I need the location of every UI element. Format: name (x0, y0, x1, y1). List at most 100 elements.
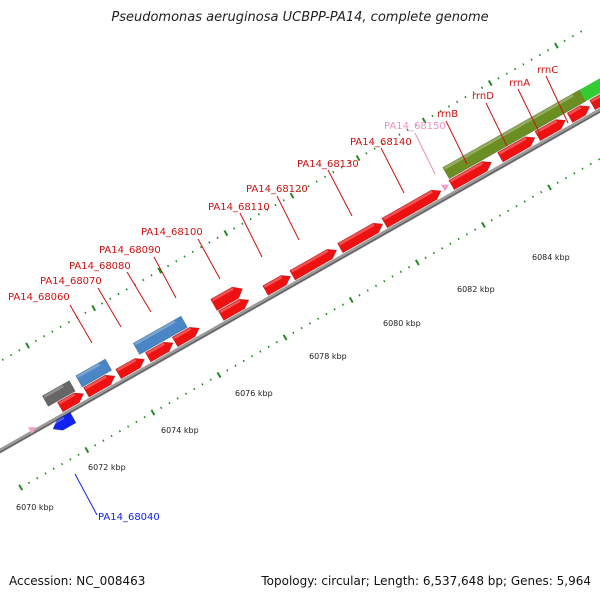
upper-tick-row-tick (191, 250, 194, 254)
cds-arrow[interactable] (337, 222, 384, 254)
trna-marker[interactable] (27, 427, 36, 435)
feature-label-rrna[interactable]: rrnA (509, 78, 530, 89)
lower-tick-row-tick (597, 158, 600, 161)
lower-tick-row-tick (474, 228, 477, 231)
axis-tick-label: 6070 kbp (16, 503, 54, 512)
upper-tick-row-tick (100, 302, 104, 305)
misc-feature-block[interactable] (132, 315, 188, 355)
lower-tick-row-tick (102, 439, 105, 442)
lower-tick-row-tick (383, 279, 386, 283)
lower-tick-row-tick (407, 265, 411, 269)
minus-strand-cds[interactable] (52, 411, 77, 431)
feature-layer (27, 71, 600, 435)
upper-tick-row-tick (398, 133, 401, 136)
upper-tick-row-tick (522, 63, 525, 66)
cds-arrow[interactable] (566, 105, 591, 124)
cds-arrow[interactable] (171, 326, 200, 348)
lower-tick-row-tick (282, 334, 288, 341)
upper-tick-row-tick (67, 320, 71, 324)
lower-tick-row-tick (259, 350, 262, 353)
lower-tick-row-tick (44, 472, 47, 475)
upper-tick-row-tick (1, 358, 4, 361)
feature-label-pa14-68060[interactable]: PA14_68060 (8, 292, 70, 303)
feature-label-pa14-68090[interactable]: PA14_68090 (99, 245, 161, 256)
upper-tick-row-tick (414, 124, 418, 127)
cds-arrow[interactable] (210, 286, 243, 312)
cds-arrow[interactable] (448, 161, 492, 191)
cds-arrow[interactable] (497, 136, 536, 163)
upper-tick-row-tick (571, 34, 575, 38)
upper-tick-row-tick (274, 203, 277, 207)
lower-tick-row-tick (317, 317, 320, 320)
lower-tick-row-tick (27, 481, 31, 485)
feature-label-pa14-68070[interactable]: PA14_68070 (40, 276, 102, 287)
trna-marker[interactable] (441, 184, 449, 192)
feature-label-pa14-68040[interactable]: PA14_68040 (98, 512, 160, 523)
feature-label-rrnb[interactable]: rrnB (437, 109, 458, 120)
rrna-operon-block[interactable] (442, 89, 587, 180)
axis-tick-label: 6076 kbp (235, 389, 273, 398)
upper-tick-row-tick (18, 349, 21, 352)
lower-tick-row-tick (275, 340, 278, 344)
feature-label-rrnc[interactable]: rrnC (537, 65, 558, 76)
upper-tick-row-tick (348, 161, 351, 164)
lower-tick-row-tick (292, 331, 295, 334)
other-feature-block[interactable] (41, 380, 76, 407)
axis-tick-label: 6082 kbp (457, 285, 495, 294)
axis-tick-label: 6074 kbp (161, 426, 199, 435)
upper-tick-row-tick (84, 311, 87, 315)
label-leader-line (414, 132, 436, 175)
cds-arrow[interactable] (289, 248, 338, 281)
upper-tick-row-tick (421, 117, 427, 124)
feature-label-pa14-68080[interactable]: PA14_68080 (69, 261, 131, 272)
lower-tick-row-tick (118, 430, 121, 433)
upper-tick-row-tick (282, 199, 285, 202)
feature-label-pa14-68130[interactable]: PA14_68130 (297, 159, 359, 170)
label-leader-line (239, 212, 263, 258)
upper-tick-row-tick (223, 230, 229, 237)
axis-tick-label: 6078 kbp (309, 352, 347, 361)
feature-label-pa14-68110[interactable]: PA14_68110 (208, 202, 270, 213)
lower-tick-row-tick (250, 355, 254, 358)
cds-arrow[interactable] (83, 374, 116, 398)
upper-tick-row-tick (51, 330, 54, 333)
tick-layer (1, 30, 600, 491)
cds-arrow-highlight (536, 119, 558, 134)
rrna-feature-block[interactable] (579, 71, 600, 102)
label-leader-line (197, 238, 221, 280)
feature-labels: 6070 kbp 6072 kbp 6074 kbp 6076 kbp 6078 kbp… (8, 65, 570, 523)
cds-arrow-highlight (498, 137, 527, 155)
cds-arrow[interactable] (217, 298, 250, 321)
feature-label-pa14-68100[interactable]: PA14_68100 (141, 227, 203, 238)
misc-feature-block[interactable] (75, 358, 113, 388)
cds-arrow-highlight (383, 190, 433, 221)
cds-arrow[interactable] (534, 119, 566, 142)
feature-label-rrnd[interactable]: rrnD (472, 91, 494, 102)
upper-tick-row-tick (365, 152, 368, 155)
cds-arrow[interactable] (589, 87, 600, 111)
label-leader-line (545, 75, 569, 124)
feature-label-pa14-68150[interactable]: PA14_68150 (384, 121, 446, 132)
lower-tick-row-tick (440, 247, 444, 250)
upper-tick-row-tick (257, 213, 261, 216)
cds-arrow-highlight (568, 106, 582, 116)
upper-tick-row-tick (142, 278, 145, 282)
cds-arrow[interactable] (262, 275, 292, 296)
lower-tick-row-tick (531, 195, 535, 199)
label-leader-line (153, 256, 177, 299)
rrna-operon-block-highlight (443, 94, 574, 170)
upper-tick-row-tick (456, 100, 459, 104)
cds-arrow[interactable] (144, 341, 174, 363)
cds-arrow[interactable] (56, 392, 85, 413)
axis-tick-label: 6080 kbp (383, 319, 421, 328)
upper-tick-row-tick (150, 274, 153, 277)
genome-title: Pseudomonas aeruginosa UCBPP-PA14, compl… (111, 10, 489, 25)
feature-label-pa14-68140[interactable]: PA14_68140 (350, 137, 412, 148)
cds-arrow[interactable] (381, 189, 442, 229)
lower-tick-row-tick (507, 209, 510, 213)
label-leaders (69, 75, 569, 516)
upper-tick-row-tick (166, 264, 170, 268)
cds-arrow[interactable] (115, 358, 145, 380)
feature-label-pa14-68120[interactable]: PA14_68120 (246, 184, 308, 195)
